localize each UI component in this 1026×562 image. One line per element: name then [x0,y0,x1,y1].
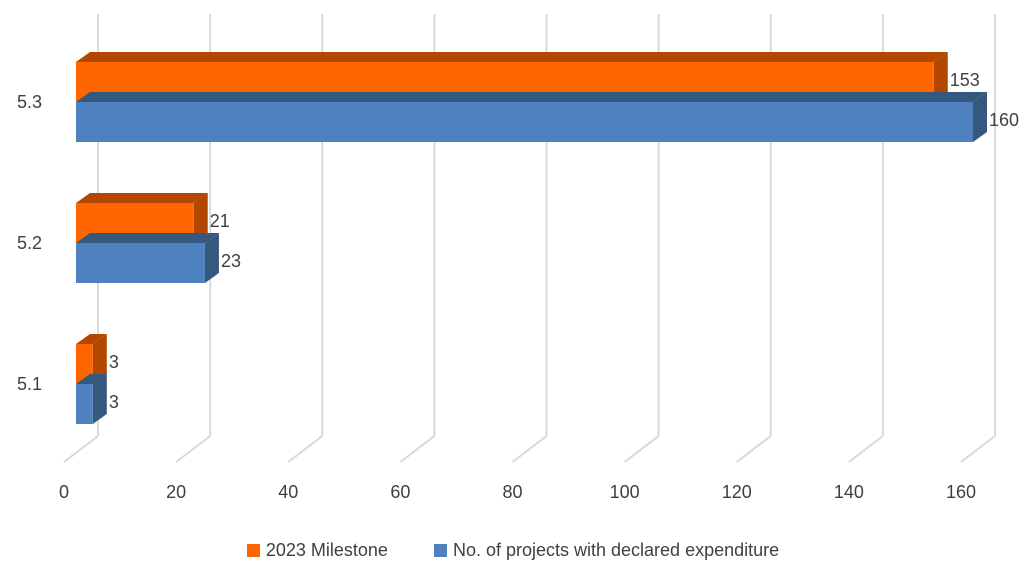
x-tick-label: 80 [502,482,522,502]
x-tick-label: 0 [59,482,69,502]
bar-declared-5.1 [76,374,107,424]
x-tick-label: 40 [278,482,298,502]
legend-swatch-milestone [246,543,260,557]
bars [76,52,987,424]
legend-item-declared: No. of projects with declared expenditur… [433,539,780,561]
bar-declared-5.3 [76,92,987,142]
legend: 2023 Milestone No. of projects with decl… [0,539,1026,561]
x-tick-label: 140 [834,482,864,502]
x-tick-label: 160 [946,482,976,502]
category-label: 5.3 [17,92,42,112]
data-label: 3 [109,352,119,372]
data-label: 3 [109,392,119,412]
category-label: 5.2 [17,233,42,253]
legend-item-milestone: 2023 Milestone [246,539,388,561]
data-label: 153 [950,70,980,90]
bar-declared-5.2 [76,233,219,283]
x-tick-label: 120 [722,482,752,502]
labels: 0 20 40 60 80 100 120 140 160 3 3 5.1 21 23 5.2 153 160 5… [17,70,1019,502]
legend-swatch-declared [433,543,447,557]
data-label: 160 [989,110,1019,130]
legend-label-milestone: 2023 Milestone [265,539,388,560]
legend-label-declared: No. of projects with declared expenditur… [452,539,780,560]
data-label: 21 [210,211,230,231]
gridline-160 [960,14,996,463]
data-label: 23 [221,251,241,271]
category-label: 5.1 [17,374,42,394]
x-tick-label: 20 [166,482,186,502]
x-tick-label: 100 [610,482,640,502]
x-tick-label: 60 [390,482,410,502]
bar-milestone-5.1 [76,334,107,384]
